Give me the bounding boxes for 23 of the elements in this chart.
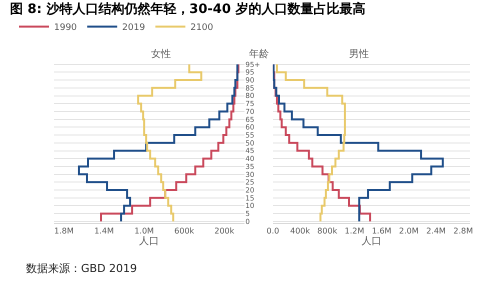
y-axis-title: 年龄 (249, 48, 269, 60)
x-tick-label: 2.0M (399, 226, 419, 236)
x-tick-label: 2.8M (453, 226, 474, 236)
x-tick-label: 1.4M (94, 226, 114, 236)
x-tick-label: 2.4M (426, 226, 446, 236)
legend-label: 1990 (54, 23, 78, 34)
chart-title: 男性 (349, 48, 369, 60)
x-tick-label: 1.2M (344, 226, 364, 236)
legend-label: 2019 (122, 23, 146, 34)
x-tick-label: 400k (290, 226, 310, 236)
chart-title: 图 8: 沙特人口结构仍然年轻，30-40 岁的人口数量占比最高 (10, 1, 366, 18)
source-note: 数据来源：GBD 2019 (26, 262, 138, 275)
x-tick-label: 1.0M (134, 226, 154, 236)
x-tick-label: 600k (174, 226, 195, 236)
x-axis-title: 人口 (139, 236, 160, 248)
legend-label: 2100 (190, 23, 214, 34)
x-tick-label: 200k (214, 226, 235, 236)
chart-subtitle: 女性 (151, 48, 171, 60)
x-axis-title: 人口 (361, 236, 382, 248)
x-tick-label: 800k (317, 226, 338, 236)
x-tick-label: 1.6M (372, 226, 392, 236)
x-tick-label: 1.8M (54, 226, 74, 236)
x-tick-label: 0.0 (266, 226, 280, 236)
